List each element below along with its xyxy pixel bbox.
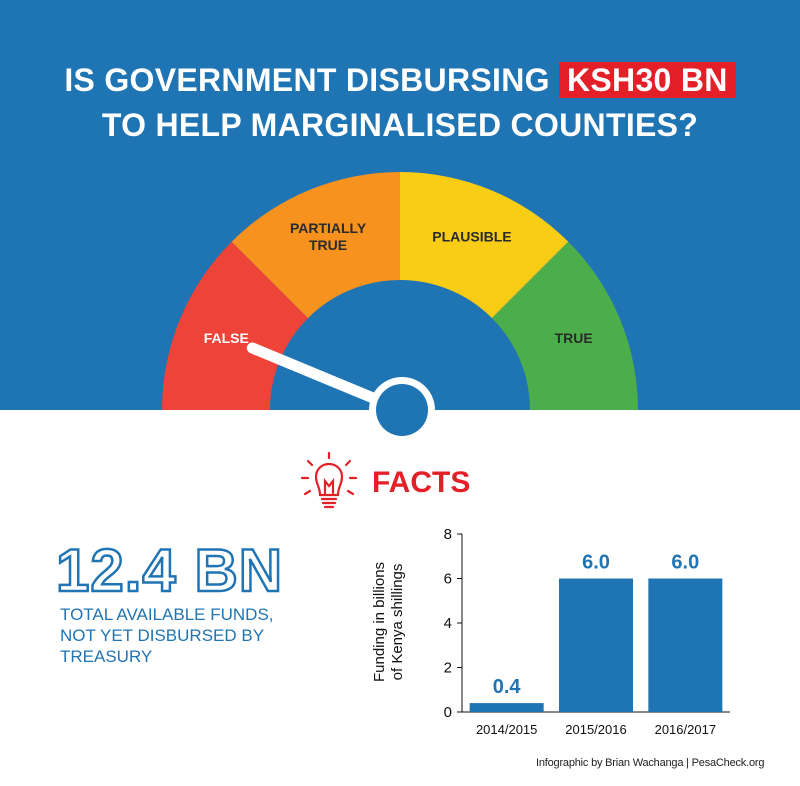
x-tick-label: 2014/2015 (476, 722, 537, 737)
bar-data-label: 6.0 (582, 552, 610, 574)
bar (559, 578, 633, 712)
y-tick-label: 6 (444, 571, 452, 588)
gauge-segment-label: TRUE (309, 237, 347, 253)
gauge-segment (491, 241, 638, 410)
available-funds-description: TOTAL AVAILABLE FUNDS, NOT YET DISBURSED… (60, 604, 320, 667)
gauge-hub-center (376, 384, 428, 436)
x-tick-label: 2016/2017 (655, 722, 716, 737)
bar (648, 578, 723, 712)
y-tick-label: 4 (444, 615, 452, 632)
gauge-segment (231, 172, 400, 319)
gauge-segment-label: PARTIALLY (290, 220, 367, 236)
title-highlight: KSH30 BN (558, 62, 736, 98)
gauge-segment-label: TRUE (555, 330, 593, 346)
description-line: TOTAL AVAILABLE FUNDS, (60, 605, 274, 624)
page-title: IS GOVERNMENT DISBURSING KSH30 BN TO HEL… (0, 58, 800, 148)
gauge-segment (162, 241, 309, 410)
y-axis-label: Funding in billionsof Kenya shillings (371, 562, 406, 682)
y-tick-label: 0 (444, 704, 452, 721)
title-line-1: IS GOVERNMENT DISBURSING (64, 62, 559, 98)
credit-line: Infographic by Brian Wachanga | PesaChec… (536, 757, 765, 769)
bar-data-label: 6.0 (671, 552, 699, 574)
available-funds-amount: 12.4 BN (55, 536, 284, 606)
bar (469, 703, 544, 712)
x-tick-label: 2015/2016 (565, 722, 626, 737)
gauge-segment-label: FALSE (204, 330, 249, 346)
facts-heading: FACTS (372, 466, 471, 499)
bar-data-label: 0.4 (493, 676, 522, 698)
gauge-segment (400, 172, 569, 319)
title-line-2: TO HELP MARGINALISED COUNTIES? (101, 107, 699, 143)
y-tick-label: 2 (444, 660, 452, 677)
gauge-segment-label: PLAUSIBLE (432, 228, 511, 244)
description-line: TREASURY (60, 647, 153, 666)
description-line: NOT YET DISBURSED BY (60, 626, 265, 645)
y-tick-label: 8 (444, 526, 452, 543)
